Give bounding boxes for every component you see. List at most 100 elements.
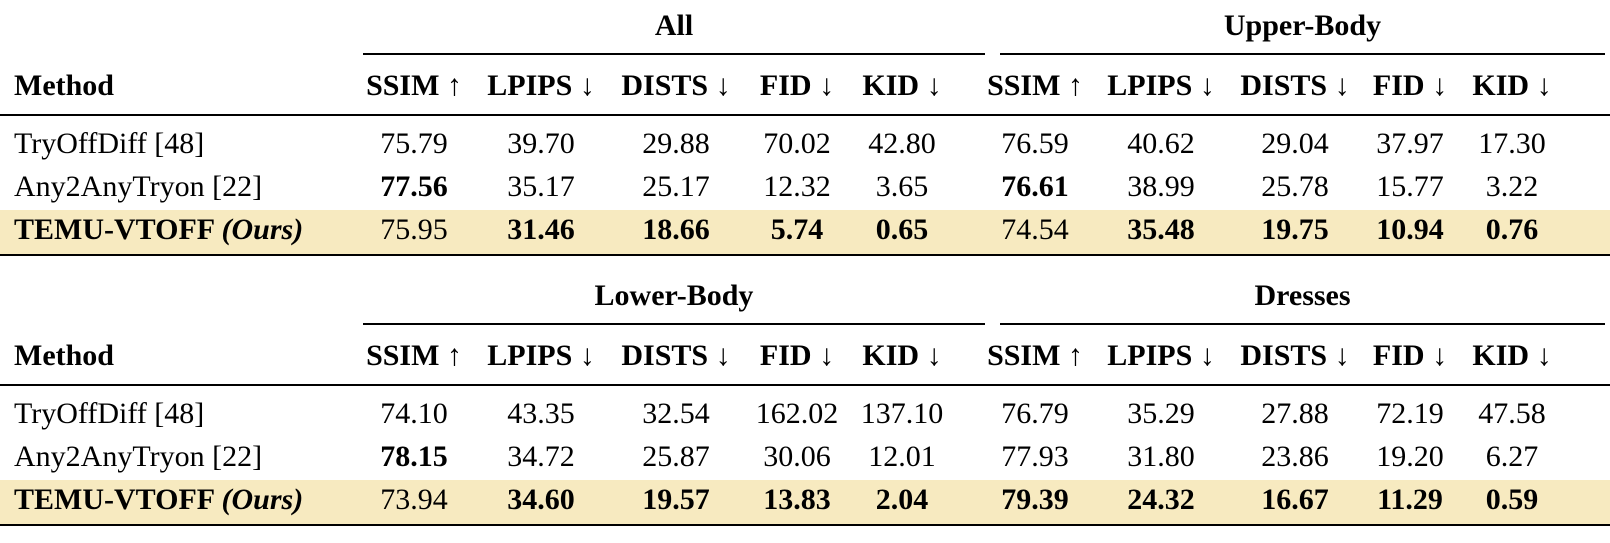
method-label: Any2AnyTryon [22] (14, 440, 263, 473)
metric-value: 74.54 (1001, 213, 1069, 246)
metric-value: 47.58 (1478, 397, 1546, 430)
metric-value: 75.95 (380, 213, 448, 246)
metric-header: FID ↓ (759, 69, 835, 102)
method-label: TryOffDiff [48] (14, 127, 205, 160)
metric-value: 18.66 (642, 213, 710, 246)
metric-value: 30.06 (763, 440, 831, 473)
metric-value: 72.19 (1376, 397, 1444, 430)
metric-value: 31.46 (507, 213, 575, 246)
metric-value: 29.88 (642, 127, 710, 160)
metric-value: 2.04 (875, 483, 929, 516)
metric-value: 10.94 (1376, 213, 1444, 246)
metric-value: 73.94 (380, 483, 448, 516)
metric-value: 35.48 (1127, 213, 1195, 246)
metric-header: SSIM ↑ (987, 69, 1083, 102)
metric-value: 25.17 (642, 170, 710, 203)
metric-value: 19.20 (1376, 440, 1444, 473)
metric-header: LPIPS ↓ (1107, 69, 1215, 102)
metric-header: DISTS ↓ (1240, 69, 1350, 102)
metric-value: 19.57 (642, 483, 710, 516)
header-rule (0, 384, 1610, 386)
method-label: Any2AnyTryon [22] (14, 170, 263, 203)
method-label: TEMU-VTOFF (14, 483, 214, 516)
metric-value: 162.02 (755, 397, 839, 430)
metric-value: 3.65 (875, 170, 929, 203)
group-title: All (654, 9, 694, 42)
metric-value: 74.10 (380, 397, 448, 430)
method-name: Any2AnyTryon [22] (14, 435, 262, 479)
method-header: Method (14, 69, 114, 102)
group-underline (1000, 53, 1605, 55)
metric-header: KID ↓ (862, 69, 942, 102)
metric-value: 34.60 (507, 483, 575, 516)
header-rule (0, 114, 1610, 116)
metric-value: 24.32 (1127, 483, 1195, 516)
method-header: Method (14, 339, 114, 372)
metric-value: 5.74 (770, 213, 824, 246)
metric-header: FID ↓ (1372, 69, 1448, 102)
metric-value: 76.59 (1001, 127, 1069, 160)
metric-value: 137.10 (860, 397, 944, 430)
metric-value: 43.35 (507, 397, 575, 430)
method-suffix: (Ours) (221, 213, 304, 246)
metric-header: LPIPS ↓ (1107, 339, 1215, 372)
metric-value: 27.88 (1261, 397, 1329, 430)
group-underline (363, 53, 985, 55)
metric-value: 12.01 (868, 440, 936, 473)
metric-header: LPIPS ↓ (487, 339, 595, 372)
header-row: Method SSIM ↑ LPIPS ↓ DISTS ↓ FID ↓ KID ↓ SSIM… (0, 334, 1610, 378)
block-bottom-rule (0, 524, 1610, 526)
metric-value: 16.67 (1261, 483, 1329, 516)
method-label: TryOffDiff [48] (14, 397, 205, 430)
highlight-band (0, 480, 1610, 524)
metric-header: DISTS ↓ (621, 69, 731, 102)
metric-header: KID ↓ (1472, 339, 1552, 372)
metric-value: 6.27 (1485, 440, 1539, 473)
method-suffix: (Ours) (221, 483, 304, 516)
metric-value: 31.80 (1127, 440, 1195, 473)
method-name: TEMU-VTOFF (Ours) (14, 208, 303, 252)
table-row: TryOffDiff [48] 74.10 43.35 32.54 162.02 137.… (0, 392, 1610, 436)
metric-header: SSIM ↑ (366, 339, 462, 372)
metric-value: 17.30 (1478, 127, 1546, 160)
table-row: Any2AnyTryon [22] 77.56 35.17 25.17 12.32 3.6… (0, 165, 1610, 209)
table-row: TEMU-VTOFF (Ours) 73.94 34.60 19.57 13.83 2.0… (0, 478, 1610, 522)
metric-value: 29.04 (1261, 127, 1329, 160)
metric-value: 77.56 (380, 170, 448, 203)
metric-header: SSIM ↑ (987, 339, 1083, 372)
metric-header: FID ↓ (1372, 339, 1448, 372)
metric-header: DISTS ↓ (621, 339, 731, 372)
metric-value: 12.32 (763, 170, 831, 203)
highlight-band (0, 210, 1610, 254)
method-name: TryOffDiff [48] (14, 122, 204, 166)
metric-value: 78.15 (380, 440, 448, 473)
metric-value: 0.76 (1485, 213, 1539, 246)
metric-header: DISTS ↓ (1240, 339, 1350, 372)
metric-value: 35.29 (1127, 397, 1195, 430)
method-name: TEMU-VTOFF (Ours) (14, 478, 303, 522)
group-title: Upper-Body (1223, 9, 1382, 42)
group-underline (363, 323, 985, 325)
metric-value: 15.77 (1376, 170, 1444, 203)
header-row: Method SSIM ↑ LPIPS ↓ DISTS ↓ FID ↓ KID ↓ SSIM… (0, 64, 1610, 108)
metric-header: FID ↓ (759, 339, 835, 372)
metric-header: SSIM ↑ (366, 69, 462, 102)
method-label: TEMU-VTOFF (14, 213, 214, 246)
block-bottom-rule (0, 254, 1610, 256)
metric-value: 3.22 (1485, 170, 1539, 203)
table-row: Any2AnyTryon [22] 78.15 34.72 25.87 30.06 12.… (0, 435, 1610, 479)
metric-value: 77.93 (1001, 440, 1069, 473)
metric-value: 70.02 (763, 127, 831, 160)
metric-header: KID ↓ (1472, 69, 1552, 102)
metric-value: 25.78 (1261, 170, 1329, 203)
metric-value: 39.70 (507, 127, 575, 160)
metric-value: 11.29 (1377, 483, 1443, 516)
table-row: TEMU-VTOFF (Ours) 75.95 31.46 18.66 5.74 0.65… (0, 208, 1610, 252)
metric-header: LPIPS ↓ (487, 69, 595, 102)
metric-value: 0.65 (875, 213, 929, 246)
metric-value: 75.79 (380, 127, 448, 160)
metric-value: 25.87 (642, 440, 710, 473)
metric-value: 32.54 (642, 397, 710, 430)
metric-value: 13.83 (763, 483, 831, 516)
group-underline (1000, 323, 1605, 325)
